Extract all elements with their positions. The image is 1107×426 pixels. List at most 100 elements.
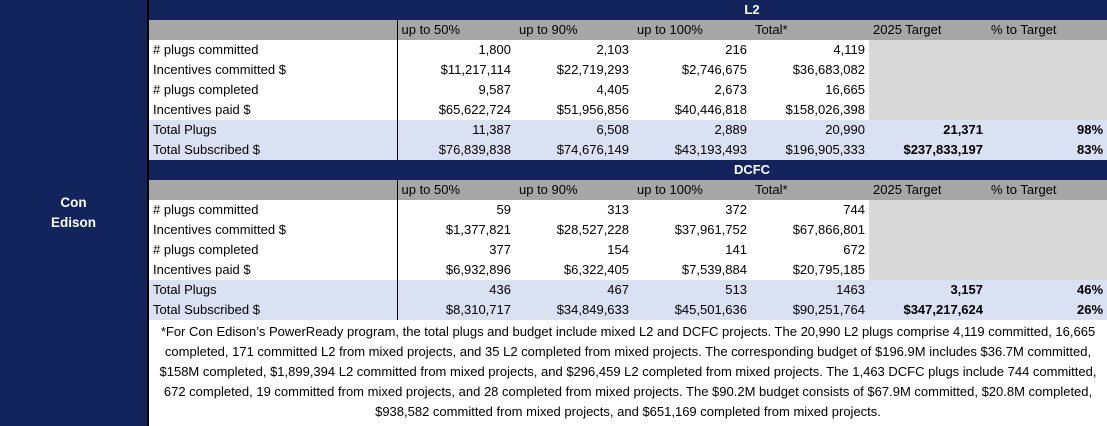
target-empty (869, 80, 987, 100)
footnote: *For Con Edison’s PowerReady program, th… (159, 324, 1097, 419)
utility-label: Con Edison (0, 0, 147, 426)
table-row: Incentives committed $ $1,377,821 $28,527,… (149, 220, 1107, 240)
column-header-row: up to 50% up to 90% up to 100% Total* 2025 T… (149, 20, 1107, 40)
cell-value: $2,746,675 (681, 62, 747, 77)
target-value: 21,371 (869, 120, 987, 140)
total-value: $90,251,764 (751, 300, 869, 320)
total-label: Total Plugs (149, 120, 397, 140)
target-value: 3,157 (869, 280, 987, 300)
pct-empty (987, 80, 1107, 100)
cell-value: 372 (725, 202, 747, 217)
cell-value: $65,622,724 (396, 100, 515, 120)
pct-empty (987, 200, 1107, 220)
total-value: $8,310,717 (396, 300, 515, 320)
table-row: # plugs completed 9,587 4,405 2,673 16,665 (149, 80, 1107, 100)
section-title: DCFC (397, 160, 1107, 180)
total-value: $43,193,493 (633, 140, 751, 160)
cell-value: $11,217,114 (396, 60, 515, 80)
cell-value: $36,683,082 (792, 62, 865, 77)
total-value: $76,839,838 (396, 140, 515, 160)
percent-to-target: 98% (987, 120, 1107, 140)
total-value: 20,990 (751, 120, 869, 140)
target-empty (869, 240, 987, 260)
row-label: # plugs committed (153, 42, 259, 57)
total-label: Total Subscribed $ (149, 300, 397, 320)
column-header-row: up to 50% up to 90% up to 100% Total* 2025 T… (149, 180, 1107, 200)
cell-value: 4,405 (596, 82, 629, 97)
pct-empty (987, 100, 1107, 120)
row-label: # plugs completed (153, 82, 259, 97)
total-value: 1463 (751, 280, 869, 300)
column-header: Total* (751, 180, 869, 200)
table-row: # plugs committed 1,800 2,103 216 4,119 (149, 40, 1107, 60)
total-value: $74,676,149 (515, 140, 633, 160)
data-panel: L2 up to 50% up to 90% up to 100% Total* 2025… (147, 0, 1107, 426)
cell-value: 744 (843, 202, 865, 217)
cell-value: $51,956,856 (556, 102, 629, 117)
cell-value: 154 (607, 242, 629, 257)
cell-value: 2,673 (714, 82, 747, 97)
cell-value: $37,961,752 (674, 222, 747, 237)
table-row: # plugs committed 59 313 372 744 (149, 200, 1107, 220)
total-value: 436 (396, 280, 515, 300)
column-header: up to 100% (633, 20, 751, 40)
column-header: % to Target (987, 180, 1107, 200)
target-empty (869, 60, 987, 80)
target-empty (869, 40, 987, 60)
column-header: up to 100% (633, 180, 751, 200)
pct-empty (987, 60, 1107, 80)
column-header: up to 50% (396, 20, 515, 40)
cell-value: 313 (607, 202, 629, 217)
target-empty (869, 200, 987, 220)
cell-value: $6,932,896 (396, 260, 515, 280)
pct-empty (987, 260, 1107, 280)
target-empty (869, 100, 987, 120)
cell-value: $22,719,293 (556, 62, 629, 77)
cell-value: 141 (725, 242, 747, 257)
column-header: 2025 Target (869, 20, 987, 40)
target-value: $347,217,624 (869, 300, 987, 320)
cell-value: $158,026,398 (785, 102, 865, 117)
column-header-blank (149, 20, 397, 40)
cell-value: $7,539,884 (681, 262, 747, 277)
percent-to-target: 83% (987, 140, 1107, 160)
cell-value: $40,446,818 (674, 102, 747, 117)
section-title-row: DCFC (149, 160, 1107, 180)
column-header: up to 90% (515, 180, 633, 200)
row-label: Incentives committed $ (153, 222, 286, 237)
pct-empty (987, 40, 1107, 60)
cell-value: 59 (396, 200, 515, 220)
section-title-spacer (149, 0, 397, 20)
total-row: Total Subscribed $ $8,310,717 $34,849,633 $… (149, 300, 1107, 320)
target-empty (869, 260, 987, 280)
cell-value: $6,322,405 (563, 262, 629, 277)
cell-value: 1,800 (396, 40, 515, 60)
table-row: Incentives paid $ $6,932,896 $6,322,405 $7,… (149, 260, 1107, 280)
total-row: Total Plugs 11,387 6,508 2,889 20,990 21,371 9… (149, 120, 1107, 140)
cell-value: 216 (725, 42, 747, 57)
percent-to-target: 46% (987, 280, 1107, 300)
column-header: up to 50% (396, 180, 515, 200)
row-label: # plugs committed (153, 202, 259, 217)
total-row: Total Subscribed $ $76,839,838 $74,676,149… (149, 140, 1107, 160)
row-label: Incentives committed $ (153, 62, 286, 77)
section-title-row: L2 (149, 0, 1107, 20)
column-header: % to Target (987, 20, 1107, 40)
total-label: Total Subscribed $ (149, 140, 397, 160)
cell-value: $20,795,185 (792, 262, 865, 277)
column-header: up to 90% (515, 20, 633, 40)
program-table: L2 up to 50% up to 90% up to 100% Total* 2025… (149, 0, 1107, 320)
total-value: $34,849,633 (515, 300, 633, 320)
table-row: # plugs completed 377 154 141 672 (149, 240, 1107, 260)
total-value: 2,889 (633, 120, 751, 140)
program-table-body: L2 up to 50% up to 90% up to 100% Total* 2025… (149, 0, 1107, 320)
total-value: 513 (633, 280, 751, 300)
total-row: Total Plugs 436 467 513 1463 3,157 46% (149, 280, 1107, 300)
column-header-blank (149, 180, 397, 200)
row-label: Incentives paid $ (153, 102, 251, 117)
percent-to-target: 26% (987, 300, 1107, 320)
cell-value: 672 (843, 242, 865, 257)
section-title: L2 (397, 0, 1107, 20)
table-row: Incentives committed $ $11,217,114 $22,719… (149, 60, 1107, 80)
